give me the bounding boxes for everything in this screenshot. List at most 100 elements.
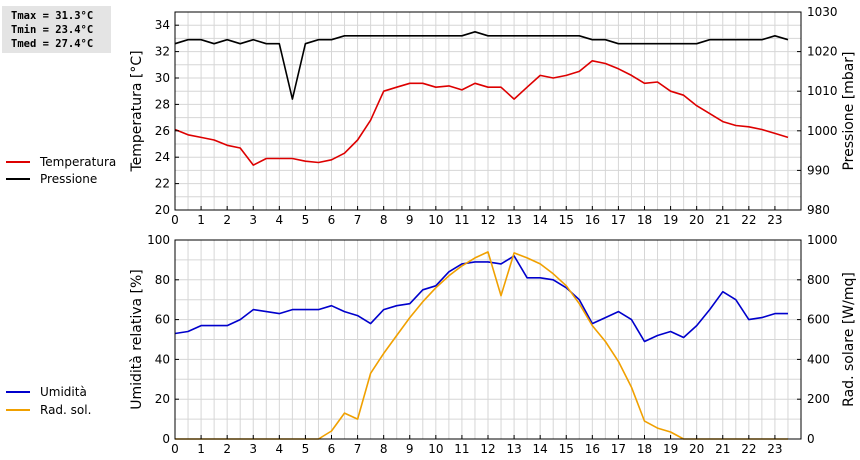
series-umidit-line [174,255,788,343]
x-tick-label: 16 [585,213,600,227]
series-temperatura-line [174,59,789,166]
y-left-tick-label: 60 [155,313,170,327]
x-tick-label: 5 [302,442,310,456]
y-left-tick-label: 20 [155,203,170,217]
y-left-tick-label: 22 [155,177,170,191]
x-tick-label: 2 [223,442,231,456]
stats-box: Tmax = 31.3°C Tmin = 23.4°C Tmed = 27.4°… [2,6,111,53]
y-left-tick-label: 80 [155,273,170,287]
x-tick-label: 14 [533,442,548,456]
x-tick-label: 19 [663,213,678,227]
y-right-tick-label: 800 [807,273,830,287]
y-right-tick-label: 0 [807,432,815,446]
x-tick-label: 12 [480,442,495,456]
y-right-axis-title: Rad. solare [W/mq] [841,272,857,407]
y-right-tick-label: 1000 [807,124,838,138]
x-tick-label: 7 [354,213,362,227]
x-tick-label: 0 [171,442,179,456]
y-left-tick-label: 0 [162,432,170,446]
x-tick-label: 17 [611,213,626,227]
x-tick-label: 9 [406,442,414,456]
x-tick-label: 0 [171,213,179,227]
y-right-tick-label: 990 [807,163,830,177]
y-left-axis-title: Umidità relativa [%] [129,269,145,410]
chart-bottom: 0 1 2 3 4 5 6 7 8 9 10 11 12 13 14 15 16 17 18 19 20 21 22 2302… [129,233,857,456]
y-left-tick-label: 26 [155,124,170,138]
y-right-tick-label: 600 [807,313,830,327]
x-tick-label: 21 [715,213,730,227]
legend-humidity-label: Umidità [40,385,87,399]
x-tick-label: 3 [249,213,257,227]
y-right-tick-label: 980 [807,203,830,217]
tmax-text: Tmax = 31.3°C [11,10,94,22]
y-left-tick-label: 24 [155,150,170,164]
tmin-text: Tmin = 23.4°C [11,24,94,36]
legend-humidity-swatch [6,391,30,393]
x-tick-label: 10 [428,442,443,456]
y-right-tick-label: 1030 [807,5,838,19]
legend-temperature-label: Temperatura [40,155,117,169]
legend-radiation: Rad. sol. [6,402,91,418]
x-tick-label: 6 [328,442,336,456]
x-tick-label: 1 [197,442,205,456]
x-tick-label: 10 [428,213,443,227]
y-left-tick-label: 30 [155,71,170,85]
y-right-tick-label: 1020 [807,45,838,59]
legend-humidity: Umidità [6,384,87,400]
y-right-tick-label: 1010 [807,84,838,98]
x-tick-label: 13 [506,213,521,227]
legend-radiation-label: Rad. sol. [40,403,92,417]
x-tick-label: 20 [689,442,704,456]
x-tick-label: 8 [380,213,388,227]
x-tick-label: 3 [249,442,257,456]
chart-top: 0 1 2 3 4 5 6 7 8 9 10 11 12 13 14 15 16 17 18 19 20 21 22 2320… [129,5,857,227]
x-tick-label: 9 [406,213,414,227]
x-tick-label: 8 [380,442,388,456]
series-pressione-line [174,30,789,100]
y-right-tick-label: 400 [807,352,830,366]
tmed-text: Tmed = 27.4°C [11,38,94,50]
x-tick-label: 5 [302,213,310,227]
x-tick-label: 15 [559,213,574,227]
x-tick-label: 12 [480,213,495,227]
x-tick-label: 6 [328,213,336,227]
legend-temperature: Temperatura [6,154,116,170]
x-tick-label: 23 [767,442,782,456]
x-tick-label: 4 [276,442,284,456]
x-tick-label: 11 [454,213,469,227]
x-tick-label: 20 [689,213,704,227]
legend-radiation-swatch [6,409,30,411]
y-left-axis-title: Temperatura [°C] [129,50,145,172]
legend-pressure-label: Pressione [40,172,98,186]
x-tick-label: 7 [354,442,362,456]
x-tick-label: 22 [741,442,756,456]
y-right-axis-title: Pressione [mbar] [841,51,857,170]
x-tick-label: 19 [663,442,678,456]
x-tick-label: 13 [506,442,521,456]
x-tick-label: 17 [611,442,626,456]
legend-temperature-swatch [6,161,30,163]
legend-pressure-swatch [6,178,30,180]
y-left-tick-label: 40 [155,352,170,366]
y-left-tick-label: 32 [155,45,170,59]
y-right-tick-label: 1000 [807,233,838,247]
x-tick-label: 21 [715,442,730,456]
x-tick-label: 14 [533,213,548,227]
x-tick-label: 18 [637,442,652,456]
x-tick-label: 11 [454,442,469,456]
x-tick-label: 22 [741,213,756,227]
y-left-tick-label: 100 [147,233,170,247]
y-left-tick-label: 20 [155,392,170,406]
x-tick-label: 16 [585,442,600,456]
x-tick-label: 23 [767,213,782,227]
x-tick-label: 2 [223,213,231,227]
y-left-tick-label: 28 [155,97,170,111]
x-tick-label: 18 [637,213,652,227]
x-tick-label: 1 [197,213,205,227]
y-right-tick-label: 200 [807,392,830,406]
legend-pressure: Pressione [6,171,97,187]
y-left-tick-label: 34 [155,18,170,32]
x-tick-label: 15 [559,442,574,456]
x-tick-label: 4 [276,213,284,227]
